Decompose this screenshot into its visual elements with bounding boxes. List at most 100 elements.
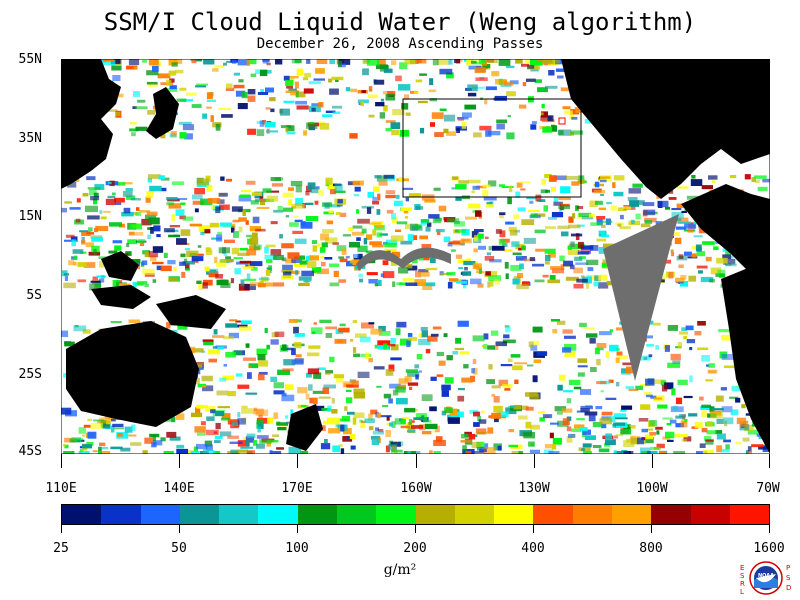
cloud-pixel <box>294 219 303 223</box>
cloud-pixel <box>388 364 395 372</box>
cloud-pixel <box>73 325 87 332</box>
cloud-pixel <box>187 346 196 354</box>
colorbar-swatch-15 <box>651 505 691 524</box>
cloud-pixel <box>668 197 677 200</box>
cloud-pixel <box>400 207 412 211</box>
cloud-pixel <box>319 247 326 253</box>
cloud-pixel <box>324 439 328 444</box>
cloud-pixel <box>730 175 737 179</box>
cloud-pixel <box>305 202 314 205</box>
cloud-pixel <box>613 413 627 418</box>
cloud-pixel <box>112 240 123 244</box>
cloud-pixel <box>110 59 121 64</box>
cloud-pixel <box>256 443 265 449</box>
cloud-pixel <box>396 282 403 286</box>
cloud-pixel <box>485 271 491 276</box>
cloud-pixel <box>266 62 271 66</box>
cloud-pixel <box>461 433 469 439</box>
cloud-pixel <box>551 212 564 218</box>
cloud-pixel <box>383 343 387 350</box>
cloud-pixel <box>425 226 431 232</box>
cloud-pixel <box>301 270 314 277</box>
cloud-pixel <box>689 375 693 383</box>
cloud-pixel <box>256 206 270 209</box>
cloud-pixel <box>218 192 228 197</box>
lat-label-35n: 35N <box>18 131 42 146</box>
cloud-pixel <box>259 199 266 206</box>
cloud-pixel <box>512 278 520 285</box>
cloud-pixel <box>486 201 493 205</box>
cloud-pixel <box>515 244 525 250</box>
cloud-pixel <box>466 258 471 262</box>
cloud-pixel <box>332 111 341 115</box>
cloud-pixel <box>93 248 97 256</box>
cloud-pixel <box>390 357 402 361</box>
lat-label-25s: 25S <box>18 367 42 382</box>
cloud-pixel <box>247 128 256 135</box>
cloud-pixel <box>231 421 238 427</box>
cloud-pixel <box>273 412 279 419</box>
cloud-pixel <box>207 99 216 102</box>
cloud-pixel <box>312 245 317 252</box>
cloud-pixel <box>196 280 202 284</box>
cloud-pixel <box>282 392 287 397</box>
cloud-pixel <box>293 326 299 334</box>
cloud-pixel <box>487 180 497 187</box>
cloud-pixel <box>110 418 116 422</box>
cloud-pixel <box>291 203 305 209</box>
cloud-pixel <box>407 382 419 386</box>
cloud-pixel <box>628 188 642 194</box>
cloud-pixel <box>344 406 348 411</box>
cloud-pixel <box>232 59 237 64</box>
cloud-pixel <box>472 367 478 375</box>
cloud-pixel <box>742 437 750 442</box>
cloud-pixel <box>589 338 596 344</box>
cloud-pixel <box>616 351 623 356</box>
cloud-pixel <box>455 184 467 190</box>
cloud-pixel <box>701 410 707 417</box>
cloud-pixel <box>142 268 155 275</box>
cloud-pixel <box>548 451 560 454</box>
cloud-pixel <box>177 325 188 330</box>
cloud-pixel <box>390 235 404 242</box>
cloud-pixel <box>281 275 294 280</box>
cloud-pixel <box>227 435 239 439</box>
logo-noaa-text: NOAA <box>758 573 774 579</box>
cloud-pixel <box>581 448 585 452</box>
cloud-pixel <box>359 419 363 423</box>
cloud-pixel <box>576 418 585 421</box>
cloud-pixel <box>664 345 670 352</box>
cloud-pixel <box>224 239 235 243</box>
cloud-pixel <box>190 451 200 454</box>
cloud-pixel <box>205 444 213 451</box>
cloud-pixel <box>342 381 354 388</box>
cloud-pixel <box>289 76 299 79</box>
cloud-pixel <box>360 422 366 429</box>
cloud-pixel <box>421 244 432 251</box>
cloud-pixel <box>705 256 712 262</box>
cloud-pixel <box>662 274 667 280</box>
cloud-pixel <box>97 451 102 454</box>
cloud-pixel <box>286 125 295 132</box>
cloud-pixel <box>715 430 723 435</box>
cloud-pixel <box>598 448 610 453</box>
cloud-pixel <box>424 282 436 287</box>
cloud-pixel <box>285 259 296 264</box>
cloud-pixel <box>387 91 396 96</box>
cloud-pixel <box>577 372 585 377</box>
cloud-pixel <box>526 196 537 200</box>
cloud-pixel <box>497 445 502 451</box>
cloud-pixel <box>259 69 268 77</box>
cloud-pixel <box>595 200 603 205</box>
cloud-pixel <box>685 325 694 331</box>
cloud-pixel <box>307 368 320 375</box>
cloud-pixel <box>100 216 107 220</box>
cloud-pixel <box>300 451 305 454</box>
cloud-pixel <box>407 333 413 337</box>
colorbar-label-25: 25 <box>53 541 69 556</box>
cloud-pixel <box>321 261 326 267</box>
land-borneo <box>91 285 151 309</box>
cloud-pixel <box>63 282 76 289</box>
colorbar-swatch-0 <box>62 505 102 524</box>
cloud-pixel <box>351 231 365 236</box>
